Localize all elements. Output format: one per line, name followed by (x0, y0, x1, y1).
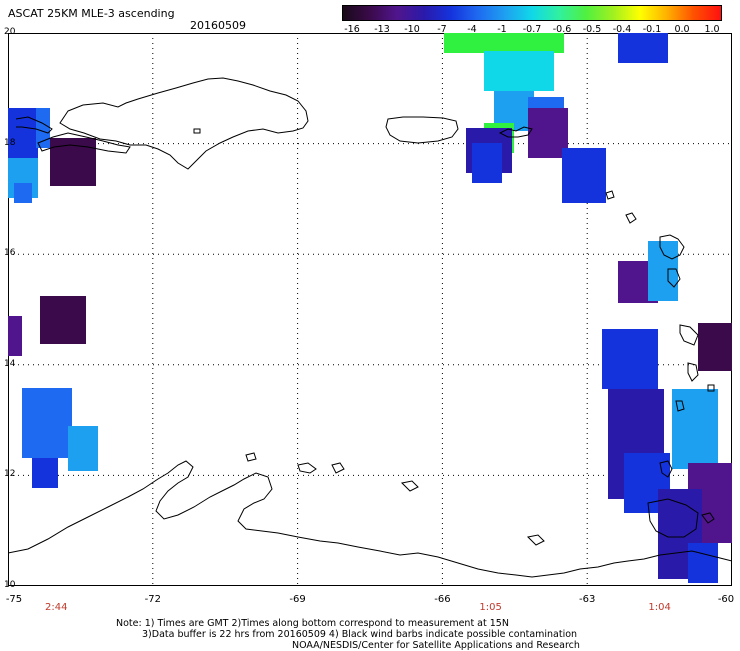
map-canvas[interactable] (8, 33, 732, 586)
color-scale-tick: 1.0 (704, 24, 720, 35)
coast-hispaniola (59, 77, 309, 170)
coast-virgin-islands (498, 126, 533, 138)
color-scale-tick: -1 (497, 24, 507, 35)
latitude-label: 18 (4, 137, 16, 148)
latitude-label: 14 (4, 358, 16, 369)
coast-antigua (625, 212, 637, 224)
coast-guadeloupe (659, 234, 685, 260)
wind-cell (40, 296, 86, 344)
coast-aruba (245, 452, 257, 462)
coast-st-kitts (605, 190, 615, 200)
wind-cell (698, 323, 732, 371)
coast-martinique (679, 324, 699, 346)
wind-cell (22, 388, 72, 458)
map-date: 20160509 (190, 19, 246, 32)
color-scale-tick: -16 (344, 24, 360, 35)
color-scale-bar (342, 5, 722, 21)
note-line-3: NOAA/NESDIS/Center for Satellite Applica… (292, 640, 580, 651)
coastlines (8, 77, 732, 578)
wind-cell (50, 138, 96, 186)
wind-cell (32, 458, 58, 488)
color-scale-tick: -4 (467, 24, 477, 35)
coast-barbados (707, 384, 715, 392)
longitude-label: -75 (5, 594, 23, 605)
wind-cell (8, 316, 22, 356)
coast-dominica (667, 268, 681, 288)
color-scale-tick: 0.0 (674, 24, 690, 35)
coast-st-vincent (675, 400, 685, 412)
color-scale-tick: -0.1 (642, 24, 662, 35)
coast-tobago (701, 512, 715, 524)
note-line-2: 3)Data buffer is 22 hrs from 20160509 4)… (142, 629, 578, 640)
color-scale-tick: -10 (404, 24, 420, 35)
wind-cell (602, 329, 658, 389)
coast-curacao (297, 462, 317, 474)
coast-islet (193, 128, 201, 134)
wind-cell (36, 108, 50, 148)
coast-south-america (8, 460, 732, 578)
note-line-1: Note: 1) Times are GMT 2)Times along bot… (116, 618, 509, 629)
coast-bonaire (331, 462, 345, 474)
longitude-label: -60 (717, 594, 735, 605)
wind-cell (562, 148, 606, 203)
wind-cell (618, 33, 668, 63)
map-frame (8, 33, 732, 586)
coast-st-lucia (687, 362, 699, 382)
latitude-label: 12 (4, 469, 16, 480)
pass-time-label: 1:04 (648, 602, 671, 613)
wind-cell (484, 51, 554, 91)
coast-trinidad (647, 498, 699, 538)
wind-cell (472, 143, 502, 183)
longitude-label: -63 (579, 594, 596, 605)
color-scale-tick: -0.4 (612, 24, 632, 35)
color-scale-tick: -0.6 (552, 24, 572, 35)
wind-cell (688, 543, 718, 583)
coast-grenada (659, 460, 673, 478)
longitude-label: -66 (434, 594, 451, 605)
coast-margarita (526, 534, 545, 546)
wind-cell (14, 183, 32, 203)
longitude-label: -69 (289, 594, 306, 605)
longitude-label: -72 (144, 594, 161, 605)
wind-cell (444, 33, 564, 53)
coast-cuba-tip (15, 116, 53, 134)
coast-los-roques (400, 480, 419, 492)
map-title: ASCAT 25KM MLE-3 ascending (8, 7, 175, 20)
coast-haiti-peninsula (37, 132, 131, 154)
wind-cell (528, 108, 568, 158)
pass-time-label: 1:05 (479, 602, 502, 613)
wind-swath-cells (8, 33, 732, 583)
latitude-label: 20 (4, 27, 16, 37)
wind-cell (648, 241, 678, 301)
latitude-label: 10 (4, 580, 16, 590)
color-scale-tick: -0.5 (582, 24, 602, 35)
coast-puerto-rico (385, 116, 459, 144)
color-scale-tick: -13 (374, 24, 390, 35)
pass-time-label: 2:44 (45, 602, 68, 613)
wind-cell (68, 426, 98, 471)
graticule (8, 33, 732, 586)
color-scale-tick: -0.7 (522, 24, 542, 35)
latitude-label: 16 (4, 248, 16, 259)
color-scale-tick: -7 (437, 24, 447, 35)
wind-cell (672, 389, 718, 469)
